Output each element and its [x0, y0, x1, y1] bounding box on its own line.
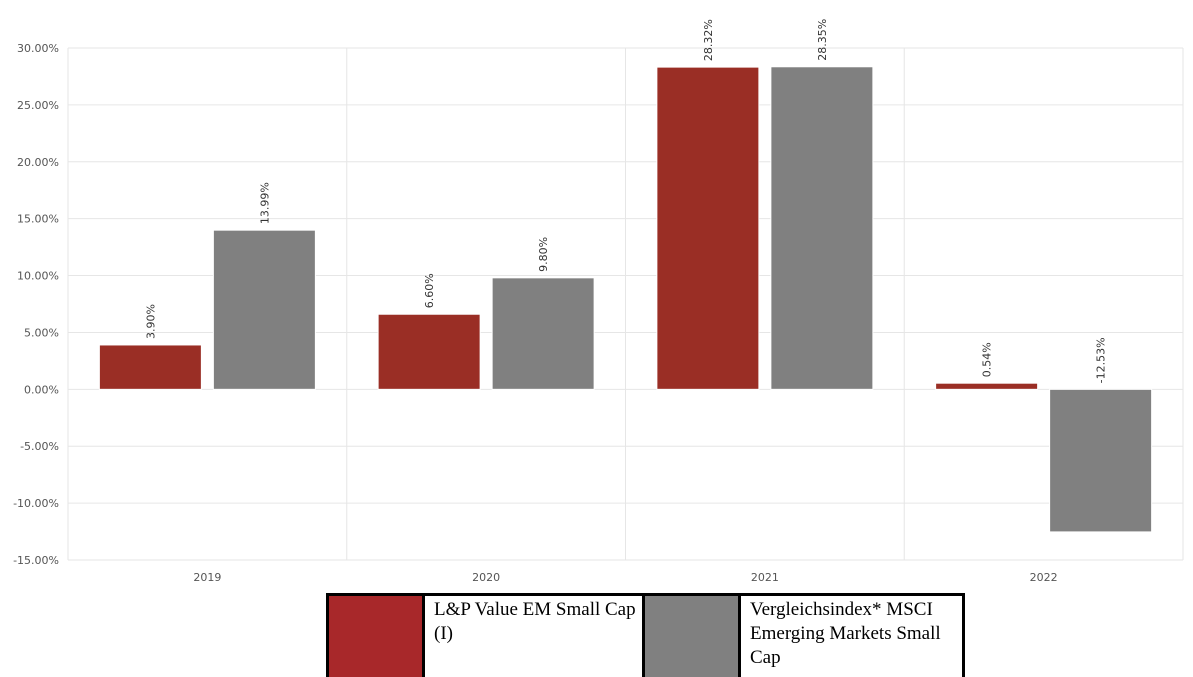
- y-tick-label: -5.00%: [20, 440, 59, 453]
- legend-swatch-series-2: [645, 596, 741, 677]
- data-label: 9.80%: [537, 237, 550, 272]
- bar: [212, 229, 316, 390]
- y-tick-label: 0.00%: [24, 383, 59, 396]
- y-tick-label: 25.00%: [17, 99, 59, 112]
- x-tick-label: 2019: [193, 571, 221, 584]
- x-tick-label: 2020: [472, 571, 500, 584]
- y-tick-label: 5.00%: [24, 326, 59, 339]
- legend: L&P Value EM Small Cap (I) Vergleichsind…: [326, 593, 965, 677]
- y-tick-label: 20.00%: [17, 156, 59, 169]
- y-axis: 30.00% 25.00% 20.00% 15.00% 10.00% 5.00% 0.00%…: [13, 42, 59, 567]
- data-label: 3.90%: [144, 304, 157, 339]
- bar: [491, 277, 595, 390]
- data-label: 13.99%: [258, 182, 271, 224]
- y-tick-label: 30.00%: [17, 42, 59, 55]
- x-tick-label: 2021: [751, 571, 779, 584]
- bar: [377, 313, 481, 390]
- bars: [98, 66, 1153, 533]
- bar: [770, 66, 874, 390]
- bar: [1049, 388, 1153, 533]
- data-labels: 3.90% 13.99% 6.60% 9.80% 28.32% 28.35% 0.54% -1…: [144, 19, 1107, 384]
- legend-swatch-series-1: [329, 596, 425, 677]
- data-label: -12.53%: [1095, 337, 1108, 383]
- legend-label-series-2: Vergleichsindex* MSCI Emerging Markets S…: [750, 599, 941, 668]
- data-label: 6.60%: [423, 273, 436, 308]
- x-axis: 2019 2020 2021 2022: [193, 571, 1057, 584]
- y-tick-label: -10.00%: [13, 497, 59, 510]
- data-label: 0.54%: [981, 342, 994, 377]
- data-label: 28.35%: [816, 19, 829, 61]
- legend-label-series-1: L&P Value EM Small Cap (I): [425, 596, 645, 677]
- data-label: 28.32%: [702, 19, 715, 61]
- bar: [935, 382, 1039, 390]
- bar: [98, 344, 202, 390]
- y-tick-label: 15.00%: [17, 213, 59, 226]
- bar-chart: 30.00% 25.00% 20.00% 15.00% 10.00% 5.00% 0.00%…: [13, 19, 1184, 584]
- x-tick-label: 2022: [1030, 571, 1058, 584]
- y-tick-label: -15.00%: [13, 554, 59, 567]
- y-tick-label: 10.00%: [17, 270, 59, 283]
- bar: [656, 66, 760, 390]
